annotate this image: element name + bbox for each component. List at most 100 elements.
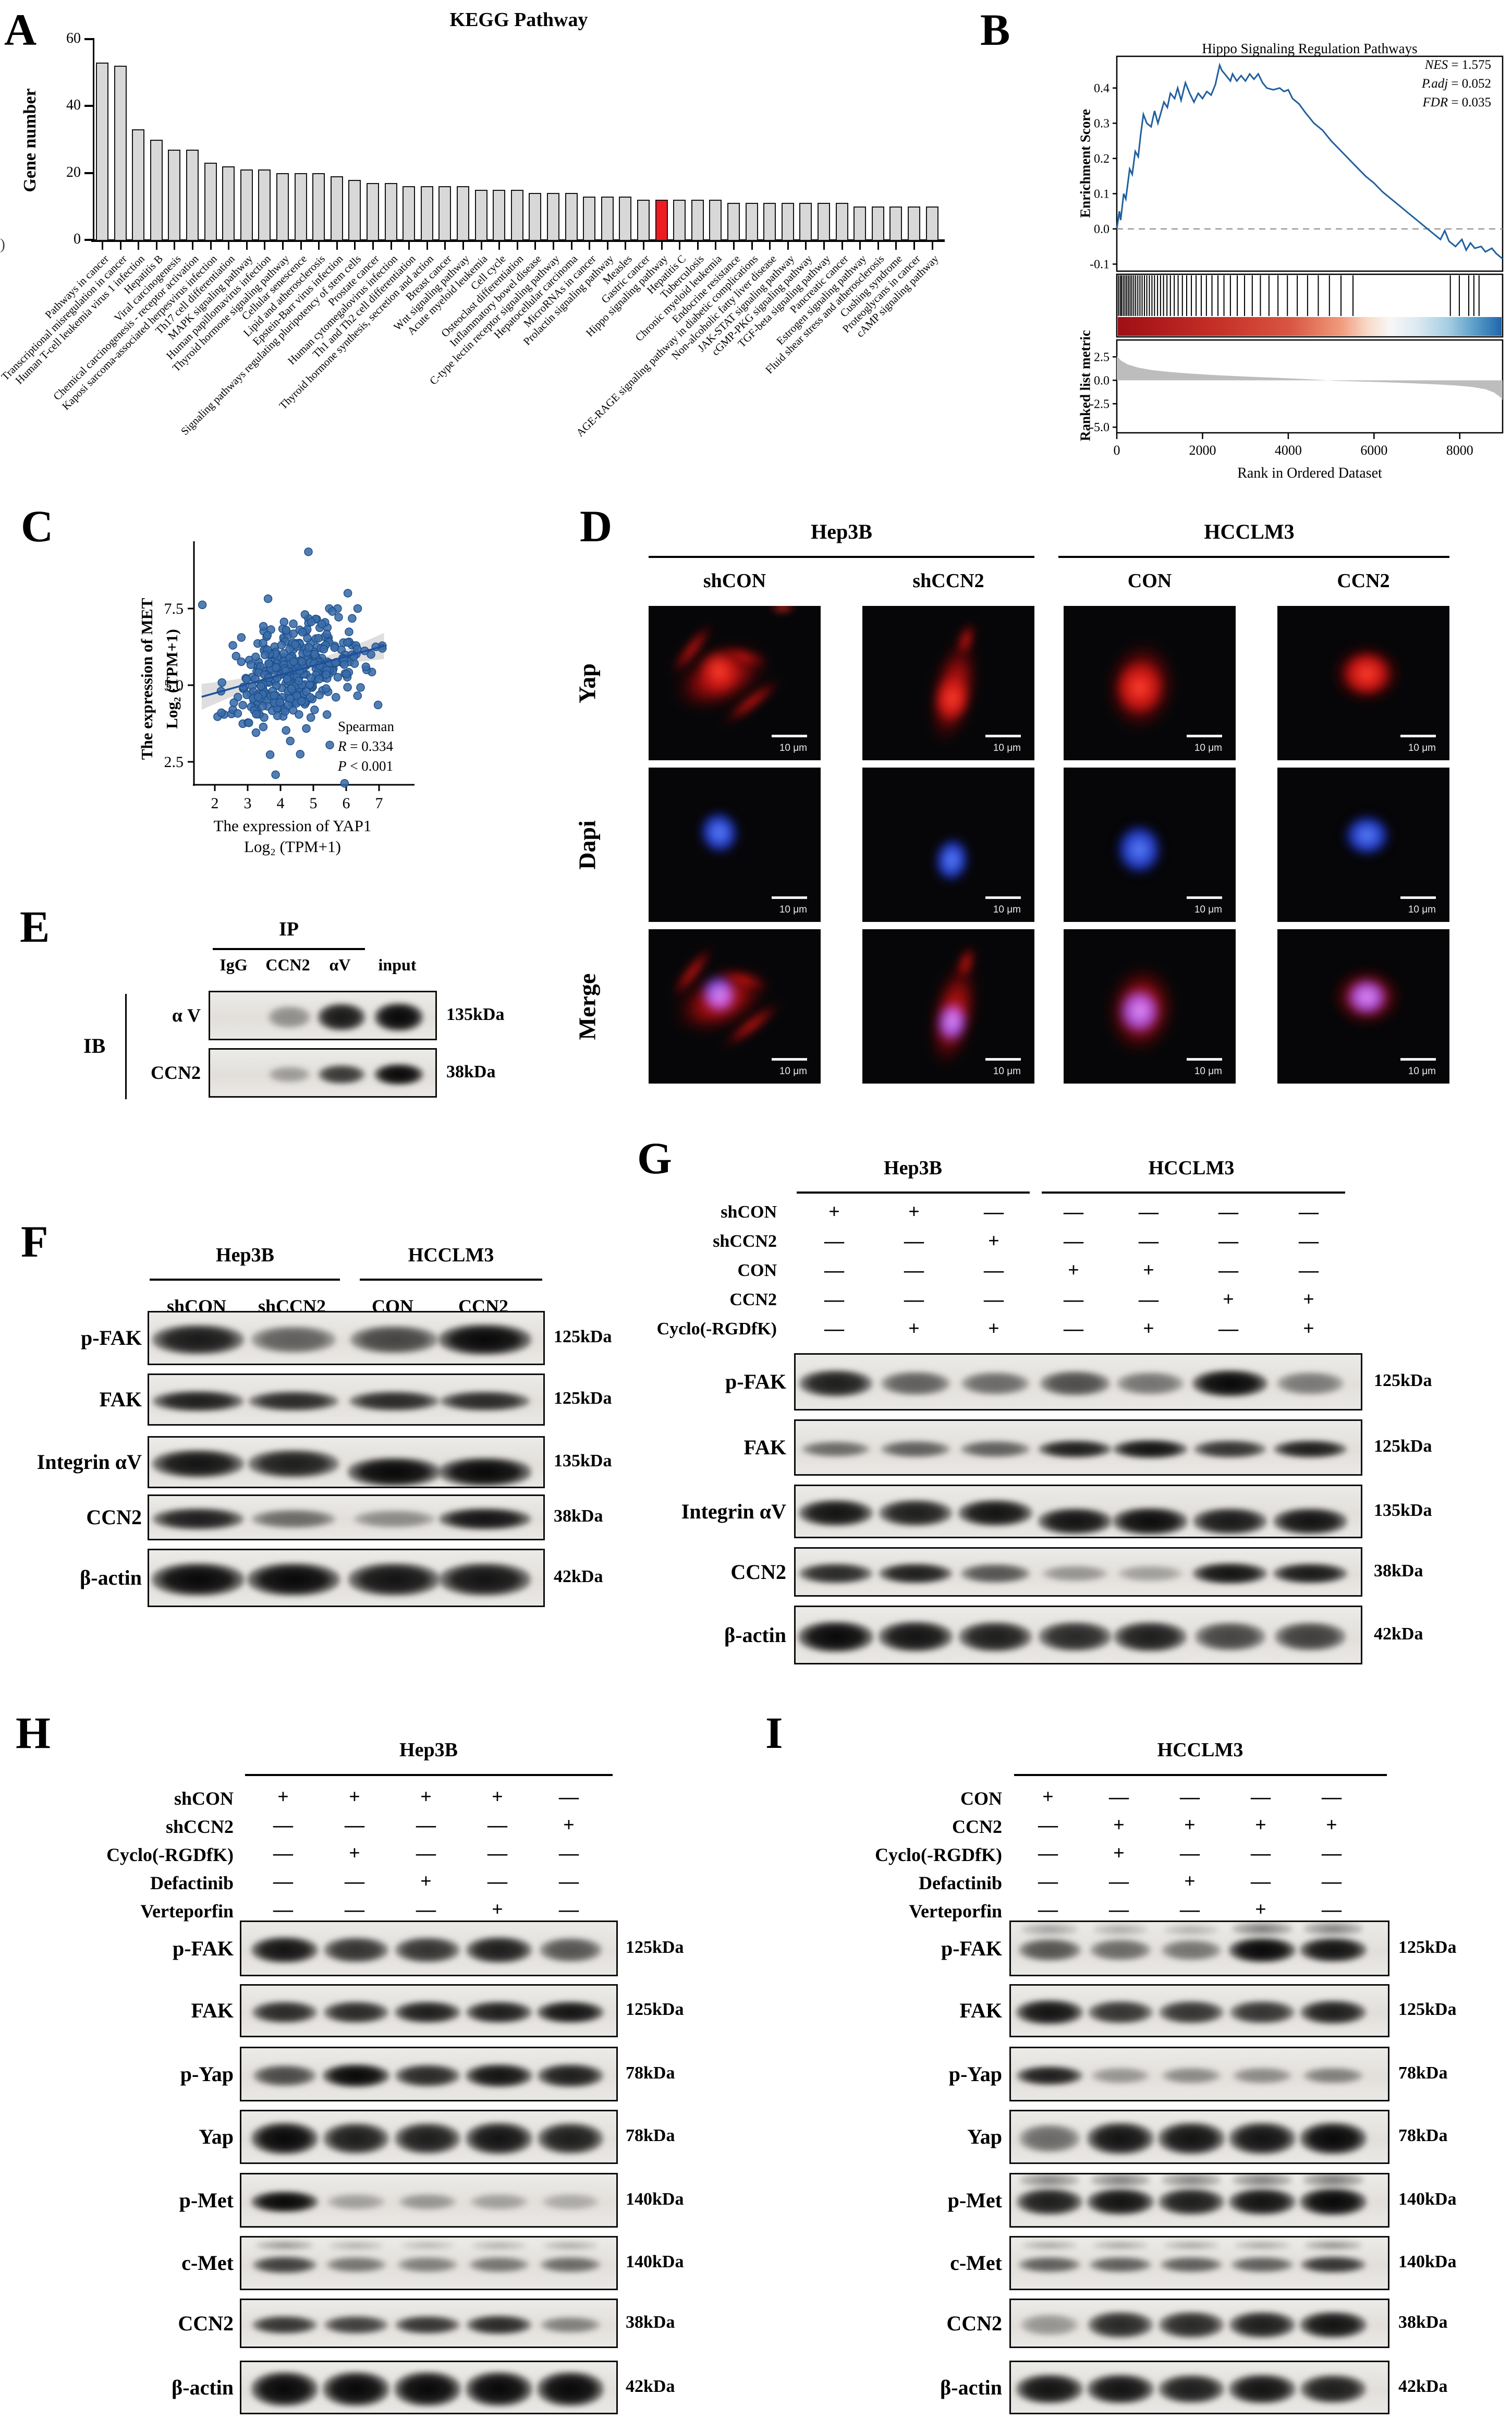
- condition-mark-minus: —: [1038, 1870, 1058, 1892]
- gsea-title: Hippo Signaling Regulation Pathways: [1202, 41, 1418, 56]
- blot-band: [1229, 2374, 1296, 2404]
- scatter-point: [286, 736, 295, 746]
- blot-band: [878, 1621, 953, 1652]
- blot-band: [268, 1005, 311, 1029]
- wb-f-underline-hep3b: [150, 1279, 340, 1281]
- blot-band: [353, 1510, 435, 1528]
- kda-label: 38kDa: [626, 2312, 675, 2332]
- blot-band: [252, 2315, 317, 2335]
- condition-mark-plus: +: [828, 1201, 840, 1223]
- kegg-bar: [619, 196, 632, 241]
- blot-band: [537, 2001, 604, 2024]
- blot-band: [466, 2122, 532, 2155]
- kegg-bar: [367, 183, 379, 241]
- fluorescence-blob: [771, 606, 795, 612]
- condition-mark-minus: —: [1064, 1201, 1083, 1223]
- wb-i-underline: [1014, 1774, 1387, 1776]
- scatter-point: [348, 614, 357, 623]
- kegg-x-tick: [715, 242, 717, 250]
- blot-band: [1116, 1372, 1184, 1395]
- scatter-point: [272, 663, 281, 672]
- wb-blot-row: [148, 1311, 545, 1365]
- fluorescence-blob: [1114, 821, 1165, 878]
- condition-mark-plus: +: [420, 1786, 432, 1808]
- blot-band: [248, 1391, 339, 1412]
- kegg-y-tick-label: 60: [66, 30, 81, 46]
- kda-label: 78kDa: [626, 2126, 675, 2145]
- blot-band: [1016, 2374, 1083, 2404]
- condition-mark-minus: —: [824, 1259, 844, 1281]
- wb-row-label: c-Met: [181, 2251, 234, 2275]
- wb-blot-row: [148, 1494, 545, 1540]
- condition-mark-minus: —: [1038, 1842, 1058, 1864]
- kegg-bar: [727, 203, 740, 241]
- kegg-bar: [510, 189, 523, 241]
- blot-band: [536, 2371, 604, 2407]
- scatter-point: [251, 652, 260, 662]
- scatter-point: [361, 662, 371, 671]
- kegg-x-tick: [408, 242, 410, 250]
- blot-band: [958, 1621, 1032, 1652]
- kegg-x-tick: [444, 242, 446, 250]
- blot-band: [799, 1563, 872, 1584]
- blot-band-upper: [329, 2241, 383, 2250]
- scatter-point: [343, 683, 352, 692]
- scale-bar-label: 10 μm: [993, 1066, 1021, 1077]
- if-image: 10 μm: [649, 606, 821, 760]
- blot-band: [1090, 1939, 1151, 1961]
- kegg-x-tick: [282, 242, 284, 250]
- scale-bar: [985, 1058, 1021, 1061]
- condition-mark-minus: —: [345, 1814, 364, 1836]
- scale-bar: [772, 735, 807, 737]
- wb-i-condition-label: CCN2: [952, 1816, 1002, 1837]
- blot-band: [469, 2257, 529, 2272]
- condition-mark-minus: —: [1038, 1899, 1058, 1920]
- kegg-x-tick: [192, 242, 193, 250]
- blot-band: [802, 1441, 870, 1457]
- kda-label: 125kDa: [1398, 2000, 1457, 2019]
- scatter-annotation: R = 0.334: [337, 738, 393, 754]
- wb-row-label: p-FAK: [725, 1370, 786, 1393]
- blot-band: [1016, 2000, 1083, 2025]
- condition-mark-minus: —: [487, 1842, 507, 1864]
- condition-mark-plus: +: [349, 1786, 360, 1808]
- if-image: 10 μm: [649, 768, 821, 922]
- if-group-hep3b: Hep3B: [811, 520, 872, 543]
- condition-mark-plus: +: [1303, 1318, 1314, 1340]
- blot-band: [541, 2316, 600, 2333]
- kegg-bar: [583, 196, 596, 241]
- blot-band: [1275, 1622, 1346, 1651]
- blot-band: [349, 1391, 440, 1412]
- condition-mark-plus: +: [988, 1230, 999, 1252]
- kda-label: 78kDa: [1398, 2126, 1448, 2145]
- blot-band: [1019, 2257, 1080, 2272]
- kegg-bar: [781, 203, 794, 241]
- scatter-point: [217, 678, 226, 687]
- condition-mark-minus: —: [904, 1259, 924, 1281]
- scatter-point: [328, 607, 337, 616]
- kda-label: 135kDa: [446, 1004, 505, 1024]
- blot-band: [152, 1391, 244, 1412]
- kda-label: 125kDa: [626, 2000, 684, 2019]
- blot-band: [350, 1325, 438, 1354]
- kegg-bar: [529, 193, 542, 241]
- scatter-point: [322, 629, 331, 639]
- scatter-x-label-1: The expression of YAP1: [213, 817, 372, 835]
- kegg-x-tick: [534, 242, 536, 250]
- blot-band: [323, 2122, 389, 2155]
- scatter-point: [350, 659, 359, 668]
- wb-f-group-hcclm3: HCCLM3: [408, 1244, 494, 1266]
- condition-mark-minus: —: [1218, 1230, 1238, 1252]
- scale-bar-label: 10 μm: [779, 904, 807, 915]
- blot-band-upper: [1164, 2241, 1219, 2250]
- scatter-x-label-2: Log₂ (TPM+1): [244, 837, 341, 856]
- kegg-bar: [384, 183, 397, 241]
- fluorescence-blob: [1116, 662, 1163, 713]
- blot-band: [1159, 2188, 1224, 2215]
- scale-bar-label: 10 μm: [1194, 1066, 1222, 1077]
- blot-band: [1039, 1622, 1112, 1651]
- wb-blot-row: [240, 1920, 618, 1976]
- fluorescence-blob: [1116, 986, 1163, 1037]
- scatter-point: [284, 701, 292, 710]
- blot-band: [1300, 2374, 1366, 2404]
